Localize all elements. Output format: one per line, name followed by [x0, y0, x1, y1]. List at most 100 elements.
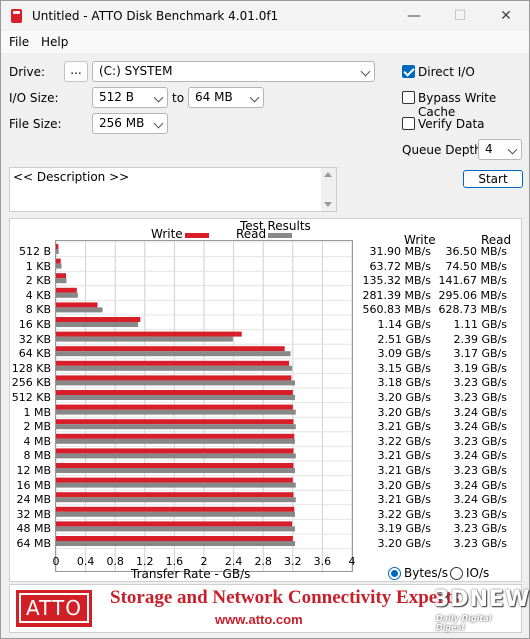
x-tick-label: 4 [348, 555, 356, 568]
queue-depth-select[interactable]: 4 [478, 139, 522, 160]
write-value-cell: 3.20 GB/s [377, 405, 432, 419]
read-bar [56, 541, 296, 546]
row-label: 2 KB [25, 274, 51, 288]
read-bar [56, 249, 59, 254]
banner-tagline: Storage and Network Connectivity Experts [110, 587, 460, 608]
read-bar [56, 468, 296, 473]
write-bar [56, 448, 294, 454]
read-bar [56, 307, 103, 313]
row-label: 1 MB [23, 405, 51, 419]
banner-url[interactable]: www.atto.com [215, 612, 303, 627]
menu-bar: File Help [1, 31, 529, 53]
write-value-cell: 135.32 MB/s [362, 274, 431, 288]
row-label: 48 MB [16, 522, 51, 536]
write-value-cell: 2.51 GB/s [377, 332, 432, 346]
row-label: 512 B [18, 245, 51, 258]
maximize-button[interactable]: ☐ [453, 8, 467, 24]
row-label: 512 KB [11, 391, 51, 404]
legend-read-label: Read [236, 227, 267, 241]
read-value-cell: 3.23 GB/s [453, 376, 508, 390]
read-column-header: Read [481, 233, 512, 247]
row-label: 128 KB [11, 361, 51, 375]
verify-data-checkbox[interactable] [402, 117, 415, 130]
read-value-cell: 3.23 GB/s [453, 522, 508, 536]
read-value-cell: 3.23 GB/s [453, 391, 508, 404]
browse-button[interactable]: ... [64, 61, 88, 82]
read-bar [56, 438, 296, 444]
menu-file[interactable]: File [9, 35, 30, 49]
io-per-sec-radio[interactable] [450, 567, 463, 580]
x-tick-label: 1.6 [165, 555, 184, 568]
read-bar [56, 424, 296, 430]
io-to-label: to [172, 91, 185, 105]
chevron-down-icon [153, 92, 164, 103]
read-bar [56, 322, 139, 327]
close-button[interactable]: ✕ [500, 8, 512, 24]
start-button[interactable]: Start [463, 170, 523, 188]
read-bar [56, 278, 67, 284]
read-value-cell: 628.73 MB/s [438, 303, 507, 317]
write-bar [56, 331, 242, 337]
write-value-cell: 1.14 GB/s [377, 318, 432, 331]
row-label: 8 MB [23, 449, 51, 463]
description-textarea[interactable]: << Description >> [9, 167, 337, 212]
bypass-cache-checkbox[interactable] [402, 91, 415, 104]
x-tick-label: 3.2 [284, 555, 302, 568]
read-value-cell: 3.19 GB/s [453, 361, 508, 375]
io-size-to-value: 64 MB [195, 90, 233, 104]
drive-select[interactable]: (C:) SYSTEM [92, 61, 375, 82]
x-axis-label: Transfer Rate - GB/s [131, 567, 251, 581]
row-label: 16 MB [16, 478, 51, 492]
read-bar [56, 526, 296, 532]
read-value-cell: 3.17 GB/s [453, 347, 508, 361]
direct-io-checkbox[interactable] [402, 65, 415, 78]
write-bar [56, 258, 61, 264]
file-size-label: File Size: [9, 117, 62, 131]
write-bar [56, 419, 294, 425]
row-label: 64 KB [18, 347, 51, 361]
results-title: Test Results [240, 219, 311, 233]
write-value-cell: 3.22 GB/s [377, 507, 432, 521]
write-bar [56, 317, 141, 322]
read-value-cell: 2.39 GB/s [453, 332, 508, 346]
read-value-cell: 74.50 MB/s [445, 259, 507, 273]
title-bar[interactable]: Untitled - ATTO Disk Benchmark 4.01.0f1 … [1, 1, 529, 31]
write-bar [56, 463, 294, 468]
chevron-down-icon [360, 66, 371, 77]
read-value-cell: 3.23 GB/s [453, 507, 508, 521]
write-value-cell: 3.20 GB/s [377, 478, 432, 492]
read-value-cell: 3.24 GB/s [453, 493, 508, 507]
write-value-cell: 3.20 GB/s [377, 537, 432, 550]
scroll-down-icon[interactable] [324, 202, 332, 207]
atto-logo: ATTO [16, 590, 92, 627]
legend-read-swatch [268, 233, 292, 238]
io-size-from-select[interactable]: 512 B [92, 87, 168, 108]
read-bar [56, 395, 296, 400]
write-value-cell: 3.09 GB/s [377, 347, 432, 361]
scroll-up-icon[interactable] [324, 172, 332, 177]
file-size-select[interactable]: 256 MB [92, 113, 168, 134]
read-value-cell: 3.23 GB/s [453, 537, 508, 550]
write-bar [56, 506, 295, 512]
menu-help[interactable]: Help [41, 35, 69, 49]
write-value-cell: 3.20 GB/s [377, 391, 432, 404]
x-tick-label: 0.4 [76, 555, 95, 568]
read-bar [56, 497, 296, 503]
row-label: 4 MB [23, 434, 51, 448]
watermark-logo: 3DNEWS [434, 587, 530, 612]
description-scrollbar[interactable] [321, 168, 336, 211]
read-value-cell: 3.23 GB/s [453, 464, 508, 477]
read-bar [56, 263, 62, 269]
queue-depth-label: Queue Depth: [402, 143, 486, 157]
write-bar [56, 375, 292, 381]
description-text: << Description >> [13, 170, 130, 184]
io-size-to-select[interactable]: 64 MB [188, 87, 264, 108]
window-title: Untitled - ATTO Disk Benchmark 4.01.0f1 [32, 9, 279, 23]
atto-banner[interactable]: ATTO Storage and Network Connectivity Ex… [9, 584, 530, 633]
drive-label: Drive: [9, 65, 46, 79]
row-label: 64 MB [16, 537, 51, 550]
chevron-down-icon [249, 92, 260, 103]
minimize-button[interactable]: — [407, 8, 421, 24]
bytes-per-sec-radio[interactable] [388, 567, 401, 580]
